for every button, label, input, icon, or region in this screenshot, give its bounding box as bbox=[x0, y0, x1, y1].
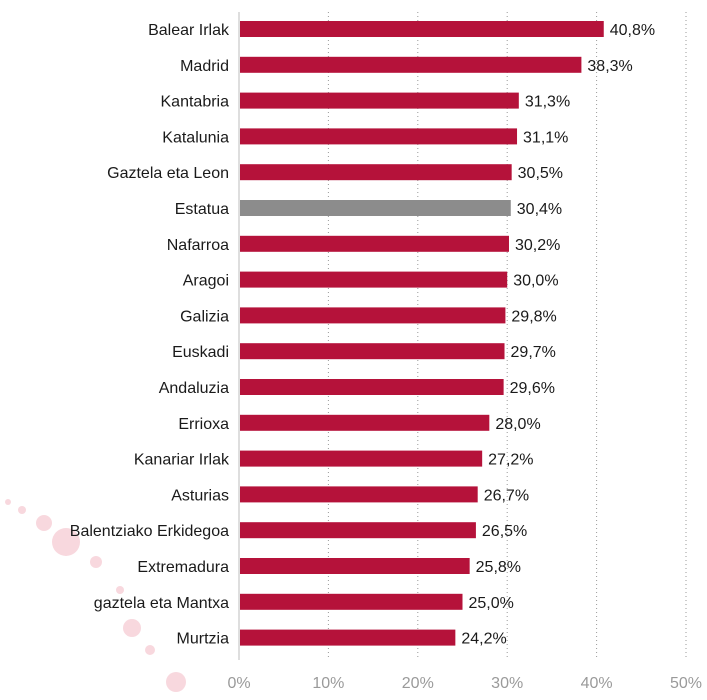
bar bbox=[240, 343, 505, 360]
bar bbox=[240, 629, 456, 646]
category-labels: Balear Irlak Madrid Kantabria Katalunia Gazt… bbox=[70, 22, 230, 648]
bar bbox=[240, 92, 519, 109]
category-label: Galizia bbox=[180, 308, 229, 325]
value-label: 29,6% bbox=[510, 380, 555, 397]
bar bbox=[240, 271, 508, 288]
decoration-dot bbox=[116, 586, 124, 594]
x-tick-label: 40% bbox=[581, 675, 613, 692]
value-label: 26,7% bbox=[484, 487, 529, 504]
bar bbox=[240, 307, 506, 324]
category-label: Katalunia bbox=[162, 129, 229, 146]
bar bbox=[240, 379, 504, 395]
category-label: Kantabria bbox=[161, 94, 230, 111]
value-label: 30,5% bbox=[518, 165, 563, 182]
category-label: Andaluzia bbox=[159, 380, 229, 397]
decoration-dot bbox=[5, 499, 11, 505]
decoration-dot bbox=[123, 619, 141, 637]
bar bbox=[240, 128, 518, 145]
value-label: 30,0% bbox=[513, 273, 558, 290]
category-label: Madrid bbox=[180, 58, 229, 75]
category-label: Kanariar Irlak bbox=[134, 452, 230, 469]
decoration-dot bbox=[90, 556, 102, 568]
bar bbox=[240, 414, 490, 431]
bar bbox=[240, 164, 512, 181]
value-label: 30,2% bbox=[515, 237, 560, 254]
category-label: Balentziako Erkidegoa bbox=[70, 523, 229, 540]
bars bbox=[240, 21, 604, 646]
value-label: 31,3% bbox=[525, 94, 570, 111]
value-label: 30,4% bbox=[517, 201, 562, 218]
bar bbox=[240, 450, 483, 467]
value-label: 31,1% bbox=[523, 129, 568, 146]
grid-lines bbox=[238, 12, 687, 660]
decoration-dot bbox=[36, 515, 52, 531]
bar bbox=[240, 558, 470, 574]
value-label: 24,2% bbox=[461, 631, 506, 648]
x-tick-label: 20% bbox=[402, 675, 434, 692]
bar bbox=[240, 522, 476, 539]
bar bbox=[240, 235, 509, 252]
value-label: 27,2% bbox=[488, 452, 533, 469]
category-label: Nafarroa bbox=[167, 237, 229, 254]
decoration-dot bbox=[166, 672, 186, 692]
category-label: Aragoi bbox=[183, 273, 229, 290]
bar bbox=[240, 21, 604, 37]
value-label: 29,7% bbox=[511, 344, 556, 361]
value-label: 29,8% bbox=[511, 308, 556, 325]
x-tick-label: 0% bbox=[227, 675, 250, 692]
category-label: Murtzia bbox=[177, 631, 230, 648]
value-label: 26,5% bbox=[482, 523, 527, 540]
x-tick-label: 10% bbox=[312, 675, 344, 692]
bar bbox=[240, 200, 511, 216]
category-label: Asturias bbox=[171, 487, 229, 504]
category-label: Balear Irlak bbox=[148, 22, 230, 39]
bar bbox=[240, 56, 582, 73]
value-label: 25,0% bbox=[469, 595, 514, 612]
value-label: 25,8% bbox=[476, 559, 521, 576]
bar bbox=[240, 593, 463, 610]
decoration-dot bbox=[18, 506, 26, 514]
bar bbox=[240, 486, 478, 503]
decorative-dots bbox=[5, 499, 186, 692]
category-label: Euskadi bbox=[172, 344, 229, 361]
category-label: Estatua bbox=[175, 201, 229, 218]
category-label: gaztela eta Mantxa bbox=[94, 595, 229, 612]
x-tick-label: 30% bbox=[491, 675, 523, 692]
value-label: 40,8% bbox=[610, 22, 655, 39]
category-label: Extremadura bbox=[137, 559, 229, 576]
value-labels: 40,8% 38,3% 31,3% 31,1% 30,5% 30,4% 30,2% 30,0%… bbox=[461, 22, 655, 648]
decoration-dot bbox=[145, 645, 155, 655]
x-tick-label: 50% bbox=[670, 675, 702, 692]
decoration-dot bbox=[52, 528, 80, 556]
category-label: Errioxa bbox=[178, 416, 229, 433]
value-label: 38,3% bbox=[587, 58, 632, 75]
value-label: 28,0% bbox=[495, 416, 540, 433]
x-tick-labels: 0% 10% 20% 30% 40% 50% bbox=[227, 675, 702, 692]
category-label: Gaztela eta Leon bbox=[107, 165, 229, 182]
